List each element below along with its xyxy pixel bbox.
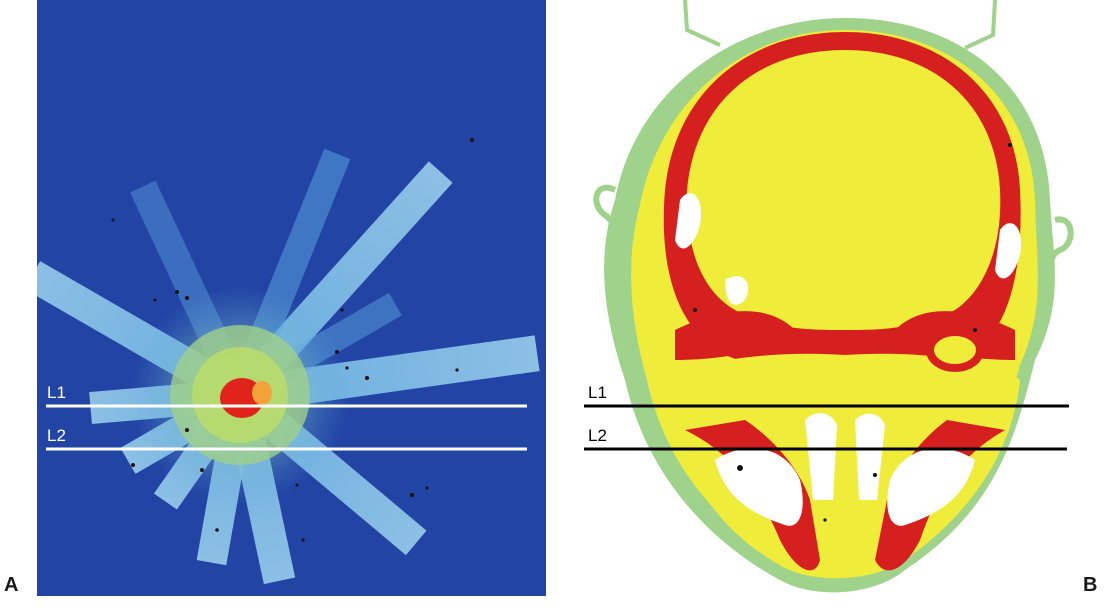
panel-b-letter: B xyxy=(1083,574,1098,596)
dose-map-image xyxy=(37,0,546,596)
panel-b-line2-label: L2 xyxy=(588,426,607,445)
panel-a-letter: A xyxy=(4,574,19,596)
speckles xyxy=(111,138,474,542)
tissue-segmentation-panel xyxy=(575,0,1093,611)
dose-map-panel xyxy=(37,0,546,596)
panel-b-line1-label: L1 xyxy=(588,383,607,402)
panel-a-line1-label: L1 xyxy=(47,383,66,402)
head-segmentation-image xyxy=(593,0,1074,593)
panel-a-line2-label: L2 xyxy=(47,426,66,445)
speckles-b xyxy=(693,143,1012,522)
